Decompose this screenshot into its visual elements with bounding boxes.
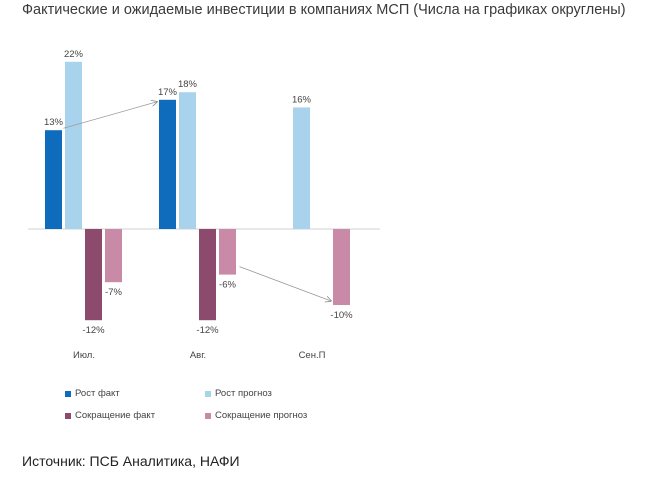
trend-arrow <box>63 102 158 129</box>
bar-сокращение-факт-1 <box>85 229 102 321</box>
data-label: -7% <box>105 287 122 298</box>
x-tick-label: Июл. <box>73 350 95 361</box>
legend-swatch <box>65 412 71 419</box>
source-note: Источник: ПСБ Аналитика, НАФИ <box>22 453 240 469</box>
x-tick-label: Авг. <box>190 350 206 361</box>
data-label: 18% <box>178 79 198 90</box>
legend-label: Сокращение факт <box>75 410 156 421</box>
data-label: 16% <box>292 94 312 105</box>
x-tick-label: Сен.П <box>299 350 326 361</box>
bar-сокращение-прогноз-3 <box>333 229 350 305</box>
bar-chart: 13% 17% 22% 18% 16% -12% -12% -7% -6% -10% Июл. Авг… <box>28 49 380 361</box>
bar-рост-факт-1 <box>45 130 62 229</box>
chart-title: Фактические и ожидаемые инвестиции в ком… <box>22 2 626 18</box>
legend-label: Рост прогноз <box>215 388 272 399</box>
bar-рост-факт-2 <box>159 99 176 229</box>
legend-swatch <box>205 390 211 397</box>
data-label: -12% <box>196 325 219 336</box>
data-label: -10% <box>330 310 353 321</box>
legend-item-2: Рост прогноз <box>205 388 272 399</box>
bar-сокращение-прогноз-2 <box>219 229 236 275</box>
bar-сокращение-факт-2 <box>199 229 216 321</box>
legend-swatch <box>205 412 211 419</box>
legend-label: Сокращение прогноз <box>215 410 308 421</box>
legend-label: Рост факт <box>75 388 120 399</box>
data-label: 22% <box>64 49 84 60</box>
bar-рост-прогноз-2 <box>179 92 196 229</box>
data-label: 13% <box>44 117 64 128</box>
legend-item-1: Рост факт <box>65 388 120 399</box>
data-label: 17% <box>158 87 178 98</box>
legend-item-3: Сокращение факт <box>65 410 155 421</box>
bar-рост-прогноз-3 <box>293 107 310 229</box>
bar-сокращение-прогноз-1 <box>105 229 122 283</box>
data-label: -12% <box>82 325 105 336</box>
trend-arrow <box>239 266 332 301</box>
data-label: -6% <box>219 280 236 291</box>
legend-swatch <box>65 390 71 397</box>
legend-item-4: Сокращение прогноз <box>205 410 307 421</box>
bar-рост-прогноз-1 <box>65 61 82 229</box>
